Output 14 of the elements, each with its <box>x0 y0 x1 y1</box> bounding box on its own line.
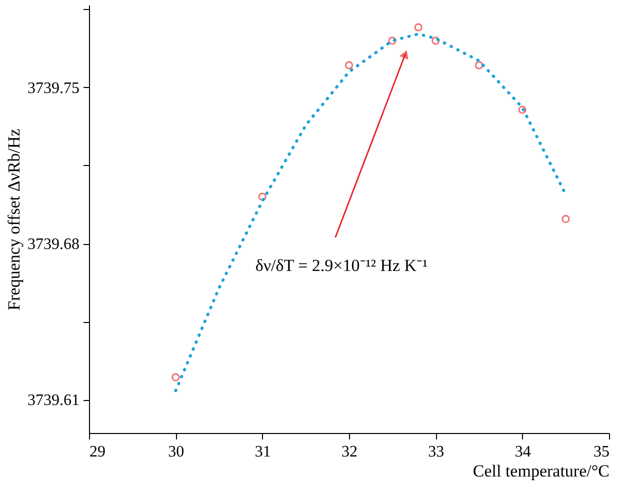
x-tick-label: 32 <box>342 444 358 460</box>
x-tick-label: 31 <box>254 444 271 460</box>
annotation: δν/δT = 2.9×10⁻¹² Hz K⁻¹ <box>255 256 428 276</box>
x-tick-label: 30 <box>168 444 184 460</box>
y-tick-label: 3739.68 <box>28 236 80 254</box>
y-tick-label: 3739.75 <box>28 80 80 97</box>
x-tick-label: 35 <box>594 444 610 460</box>
x-tick-label: 33 <box>428 444 444 460</box>
y-tick-label: 3739.61 <box>28 392 80 410</box>
x-axis-title: Cell temperature/°C <box>472 462 610 480</box>
y-axis-title: Frequency offset ΔνRb/Hz <box>4 128 24 310</box>
x-tick-label: 29 <box>90 444 106 460</box>
line-series <box>174 32 568 392</box>
x-tick-label: 34 <box>514 444 531 460</box>
